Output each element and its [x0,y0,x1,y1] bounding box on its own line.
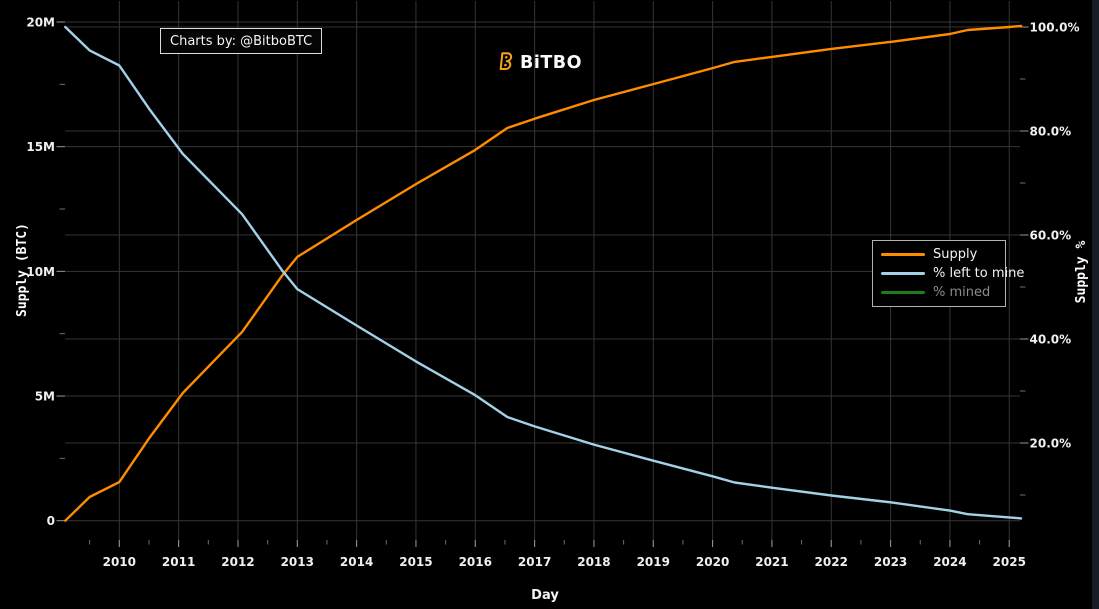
x-tick-label: 2025 [993,555,1026,569]
x-tick-label: 2014 [340,555,373,569]
legend-swatch-supply [881,253,925,256]
supply-line [64,24,1023,522]
watermark-text: Charts by: @BitboBTC [170,33,313,49]
left-tick-label: 15M [26,140,55,154]
x-tick-label: 2012 [221,555,254,569]
x-tick-label: 2023 [874,555,907,569]
legend-label-pct-mined: % mined [933,285,991,300]
window-edge-strip [1092,0,1099,609]
x-axis-title: Day [531,588,559,603]
logo-text: BiTBO [520,52,582,73]
x-tick-label: 2010 [103,555,136,569]
x-tick-label: 2017 [518,555,551,569]
right-tick-label: 100.0% [1030,21,1080,35]
right-tick-label: 60.0% [1030,229,1072,243]
right-tick-label: 20.0% [1030,437,1072,451]
bitbo-coin-icon [497,51,514,74]
left-tick-label: 5M [35,390,55,404]
legend: Supply % left to mine % mined [872,240,1024,307]
pct-left-to-mine-line [64,25,1023,520]
legend-swatch-pct-left-to-mine [881,272,925,275]
left-axis-title: Supply (BTC) [15,223,30,317]
right-axis-title: Supply % [1074,240,1089,304]
x-tick-label: 2024 [933,555,966,569]
legend-label-pct-left-to-mine: % left to mine [933,266,1025,281]
tick-labels: 2010 2011 2012 2013 2014 2015 2016 2017 2018 2019… [26,16,1079,570]
right-tick-label: 40.0% [1030,333,1072,347]
left-tick-label: 10M [26,265,55,279]
bitbo-logo: BiTBO [497,51,582,74]
left-tick-label: 0 [47,514,55,528]
x-tick-label: 2018 [577,555,610,569]
x-tick-label: 2016 [459,555,492,569]
legend-item-pct-left-to-mine[interactable]: % left to mine [873,266,1024,281]
x-tick-label: 2020 [696,555,729,569]
major-ticks [56,21,1029,547]
watermark-box: Charts by: @BitboBTC [160,28,323,54]
legend-item-supply[interactable]: Supply [873,247,1005,262]
minor-ticks [59,78,1026,545]
x-tick-label: 2013 [281,555,314,569]
left-tick-label: 20M [26,16,55,30]
x-tick-label: 2021 [755,555,788,569]
x-tick-label: 2022 [815,555,848,569]
x-tick-label: 2015 [399,555,432,569]
legend-item-pct-mined[interactable]: % mined [873,285,1005,300]
x-tick-label: 2019 [637,555,670,569]
legend-swatch-pct-mined [881,291,925,294]
right-tick-label: 80.0% [1030,125,1072,139]
x-tick-label: 2011 [162,555,195,569]
legend-label-supply: Supply [933,247,978,262]
